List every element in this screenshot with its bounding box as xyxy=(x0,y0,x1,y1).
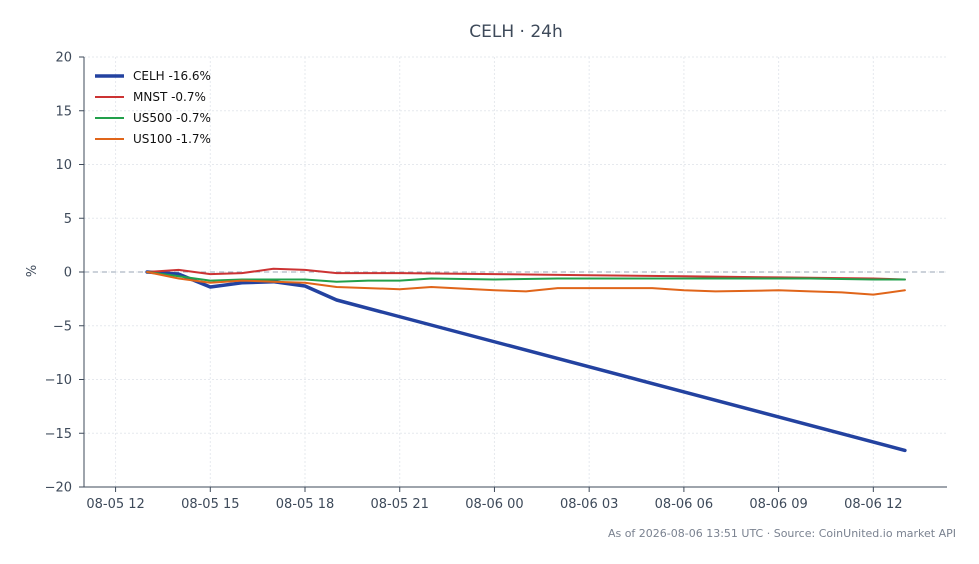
x-tick-label: 08-06 00 xyxy=(465,497,523,512)
y-axis-label: % xyxy=(25,265,40,277)
y-tick-label: −15 xyxy=(45,427,72,442)
series-line-us100 xyxy=(146,271,906,296)
y-tick-label: 5 xyxy=(64,212,72,227)
series-line-celh xyxy=(145,270,907,453)
x-tick-label: 08-06 12 xyxy=(844,497,902,512)
footer-source: As of 2026-08-06 13:51 UTC · Source: Coi… xyxy=(608,527,956,540)
x-tick-labels: 08-05 12 08-05 15 08-05 18 08-05 21 08-06 00… xyxy=(86,487,903,512)
x-tick-label: 08-05 12 xyxy=(86,497,144,512)
y-tick-label: −10 xyxy=(45,373,72,388)
series-group xyxy=(145,267,907,453)
x-tick-label: 08-06 09 xyxy=(749,497,807,512)
x-tick-label: 08-06 06 xyxy=(655,497,713,512)
y-tick-label: 20 xyxy=(55,51,72,66)
x-tick-label: 08-06 03 xyxy=(560,497,618,512)
y-tick-labels: 20 15 10 5 0 −5 −10 −15 −20 xyxy=(45,51,84,496)
legend-label: CELH -16.6% xyxy=(133,69,211,83)
series-line-us500 xyxy=(146,271,906,283)
x-tick-label: 08-05 18 xyxy=(276,497,334,512)
x-tick-label: 08-05 15 xyxy=(181,497,239,512)
legend-label: US100 -1.7% xyxy=(133,132,211,146)
y-tick-label: 10 xyxy=(55,158,72,173)
series-line-mnst xyxy=(146,267,906,281)
chart-title: CELH · 24h xyxy=(469,22,562,42)
x-tick-label: 08-05 21 xyxy=(371,497,429,512)
y-tick-label: −5 xyxy=(53,319,72,334)
y-tick-label: 0 xyxy=(64,266,72,281)
legend-label: US500 -0.7% xyxy=(133,111,211,125)
legend: CELH -16.6% MNST -0.7% US500 -0.7% US100 -1… xyxy=(95,69,211,146)
y-tick-label: −20 xyxy=(45,481,72,496)
y-tick-label: 15 xyxy=(55,104,72,119)
legend-label: MNST -0.7% xyxy=(133,90,206,104)
